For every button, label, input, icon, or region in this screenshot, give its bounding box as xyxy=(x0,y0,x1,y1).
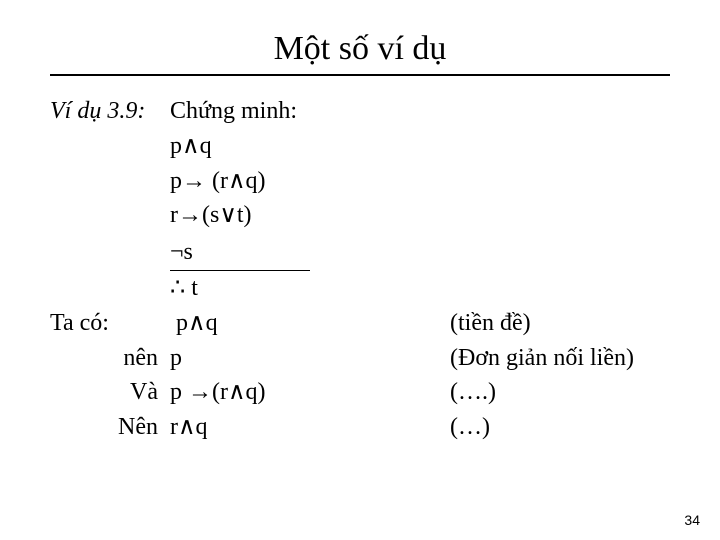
proof-header: Chứng minh: xyxy=(170,94,450,129)
step-2-right: (Đơn giản nối liền) xyxy=(450,341,670,376)
row-premise-2: p→ (r∧q) xyxy=(50,164,670,199)
nen-label: nên xyxy=(50,341,170,376)
row-step-2: nên p (Đơn giản nối liền) xyxy=(50,341,670,376)
content-area: Ví dụ 3.9: Chứng minh: p∧q p→ (r∧q) r→(s… xyxy=(50,94,670,445)
ta-co-label: Ta có: xyxy=(50,306,170,341)
step-3-left: p →(r∧q) xyxy=(170,375,450,410)
nen2-label: Nên xyxy=(50,410,170,445)
premise-1: p∧q xyxy=(170,129,450,164)
step-2-left: p xyxy=(170,341,450,376)
row-conclusion: ∴ t xyxy=(50,271,670,306)
row-step-3: Và p →(r∧q) (….) xyxy=(50,375,670,410)
row-premise-1: p∧q xyxy=(50,129,670,164)
page-title: Một số ví dụ xyxy=(50,30,670,68)
premise-2: p→ (r∧q) xyxy=(170,164,450,199)
premise-4: ¬s xyxy=(170,233,450,271)
row-header: Ví dụ 3.9: Chứng minh: xyxy=(50,94,670,129)
step-4-left: r∧q xyxy=(170,410,450,445)
row-step-1: Ta có: p∧q (tiền đề) xyxy=(50,306,670,341)
row-premise-3: r→(s∨t) xyxy=(50,198,670,233)
premise-4-text: ¬s xyxy=(170,239,193,265)
page-number: 34 xyxy=(684,512,700,528)
example-label: Ví dụ 3.9: xyxy=(50,94,170,129)
conclusion: ∴ t xyxy=(170,271,450,306)
title-underline xyxy=(50,74,670,76)
step-4-right: (…) xyxy=(450,410,670,445)
row-step-4: Nên r∧q (…) xyxy=(50,410,670,445)
step-1-left: p∧q xyxy=(170,306,450,341)
premise-3: r→(s∨t) xyxy=(170,198,450,233)
step-1-right: (tiền đề) xyxy=(450,306,670,341)
step-3-right: (….) xyxy=(450,375,670,410)
va-label: Và xyxy=(50,375,170,410)
row-premise-4: ¬s xyxy=(50,233,670,271)
